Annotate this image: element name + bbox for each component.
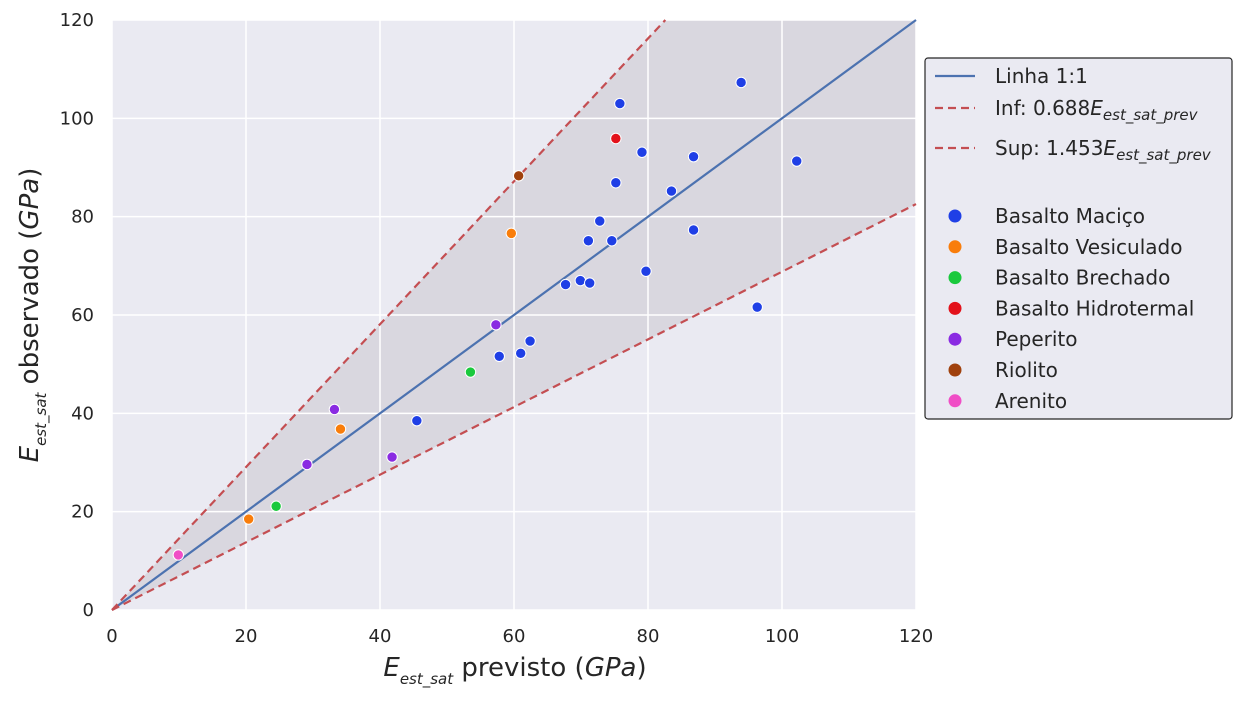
point-s0-19	[791, 155, 803, 167]
legend-marker-5	[948, 363, 962, 377]
x-tick-labels: 0 20 40 60 80 100 120	[106, 626, 933, 647]
point-s4-2	[386, 451, 398, 463]
point-s0-10	[610, 177, 622, 189]
legend-label-3: Basalto Hidrotermal	[995, 296, 1194, 320]
point-s6-0	[172, 549, 185, 561]
legend-lower-label: Inf: 0.688Eest_sat_prev	[995, 96, 1199, 125]
point-s0-9	[606, 235, 618, 247]
point-s1-1	[334, 423, 347, 435]
x-tick-2: 40	[369, 626, 392, 647]
grid-lines	[111, 19, 917, 611]
upper-bound-line	[111, 19, 667, 611]
point-s0-13	[640, 265, 652, 277]
y-tick-4: 80	[71, 207, 94, 228]
y-tick-3: 60	[71, 305, 94, 326]
y-tick-1: 20	[71, 502, 94, 523]
x-tick-4: 80	[637, 626, 660, 647]
point-s0-4	[559, 278, 572, 291]
legend-label-6: Arenito	[995, 389, 1067, 413]
identity-line	[111, 19, 917, 611]
y-tick-0: 0	[83, 600, 94, 621]
legend-label-4: Peperito	[995, 327, 1078, 351]
point-s3-0	[610, 132, 622, 145]
y-tick-6: 120	[60, 10, 94, 31]
point-s0-0	[411, 415, 423, 427]
legend-label-1: Basalto Vesiculado	[995, 235, 1182, 259]
point-s0-5	[574, 274, 587, 287]
point-s0-1	[493, 350, 505, 362]
point-s1-0	[242, 513, 255, 525]
y-tick-5: 100	[60, 108, 94, 129]
x-tick-0: 0	[106, 626, 117, 647]
y-tick-labels: 0 20 40 60 80 100 120	[60, 10, 94, 621]
legend-marker-6	[948, 394, 962, 408]
point-s4-3	[490, 319, 502, 331]
y-tick-2: 40	[71, 403, 94, 424]
y-axis-label: Eest_sat observado (GPa)	[15, 168, 51, 463]
legend-marker-0	[948, 209, 962, 223]
point-s4-1	[328, 403, 341, 416]
legend-label-0: Basalto Maciço	[995, 204, 1145, 228]
point-s2-1	[464, 366, 477, 378]
point-s2-0	[270, 500, 282, 512]
point-s0-18	[751, 301, 763, 313]
legend-frame	[924, 57, 1233, 420]
point-s5-0	[512, 170, 525, 182]
legend-upper-label: Sup: 1.453Eest_sat_prev	[995, 136, 1212, 165]
point-s0-3	[524, 335, 536, 347]
legend: Linha 1:1 Inf: 0.688Eest_sat_prev Sup: 1…	[924, 57, 1233, 420]
legend-marker-3	[948, 301, 962, 315]
point-s0-2	[515, 347, 527, 360]
legend-series-entries: Basalto Maciço Basalto Vesiculado Basalto …	[948, 204, 1194, 413]
x-axis-label: Eest_sat previsto (GPa)	[383, 653, 646, 689]
legend-label-5: Riolito	[995, 358, 1058, 382]
x-tick-6: 120	[899, 626, 933, 647]
point-s0-7	[582, 235, 595, 247]
legend-marker-1	[948, 240, 962, 254]
legend-label-2: Basalto Brechado	[995, 266, 1170, 290]
legend-marker-2	[948, 271, 962, 285]
data-points	[172, 76, 803, 561]
point-s0-6	[584, 277, 596, 289]
legend-identity-label: Linha 1:1	[995, 64, 1088, 88]
point-s1-2	[505, 227, 518, 240]
point-s0-8	[594, 215, 606, 227]
lower-bound-line	[111, 203, 917, 611]
x-tick-1: 20	[235, 626, 258, 647]
point-s0-16	[687, 224, 700, 236]
point-s4-0	[301, 458, 313, 471]
point-s0-14	[665, 185, 678, 197]
x-tick-5: 100	[765, 626, 799, 647]
point-s0-11	[614, 97, 626, 110]
x-tick-3: 60	[503, 626, 526, 647]
legend-marker-4	[948, 332, 962, 346]
point-s0-12	[636, 146, 648, 158]
point-s0-17	[735, 76, 747, 89]
point-s0-15	[687, 150, 700, 163]
